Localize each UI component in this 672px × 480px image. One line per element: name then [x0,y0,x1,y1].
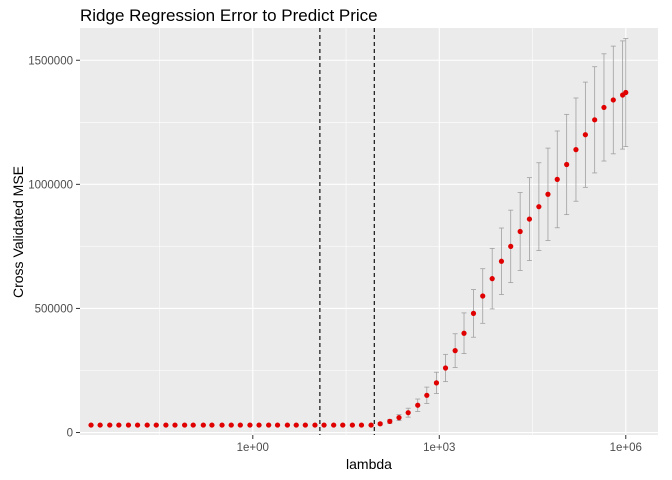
data-point [396,415,402,421]
data-point [321,422,327,428]
data-point [209,422,215,428]
y-tick-label: 1500000 [28,55,73,67]
x-tick-label: 1e+00 [237,442,269,454]
data-point [88,422,94,428]
data-point [134,422,141,428]
data-point [545,191,551,197]
data-point [331,422,337,428]
y-tick-label: 0 [67,428,73,440]
data-point [125,422,132,428]
data-point [489,276,495,282]
plot-panel [80,28,658,435]
x-axis-label: lambda [346,456,392,472]
data-point [517,228,523,235]
data-point [508,243,514,249]
data-point [592,117,598,123]
data-point [526,216,533,222]
x-tick-label: 1e+06 [610,442,642,454]
data-point [387,418,393,424]
data-point [116,422,122,428]
data-point [153,422,159,428]
data-point [284,422,290,428]
data-point [424,392,430,398]
data-point [172,422,178,428]
data-point [461,330,467,336]
y-tick-label: 1000000 [28,179,73,191]
y-axis-ticks: 0 500000 1000000 1500000 [28,55,80,440]
data-point [433,380,440,386]
data-point [237,422,243,428]
data-point [302,422,308,428]
data-point [97,422,103,428]
x-tick-label: 1e+03 [423,442,455,454]
data-point [219,422,225,428]
data-point [247,422,253,428]
data-point [377,421,383,427]
data-point [228,422,234,428]
y-axis-label: Cross Validated MSE [10,165,26,299]
data-point [405,410,411,416]
data-point [480,293,486,299]
data-point [582,132,588,138]
data-point [256,422,262,428]
data-point [442,365,449,371]
data-point [349,422,355,428]
data-points [88,89,629,428]
chart-title: Ridge Regression Error to Predict Price [80,6,378,25]
data-point [340,422,346,428]
x-axis-ticks: 1e+00 1e+03 1e+06 [237,435,642,454]
data-point [623,89,629,96]
data-point [312,422,318,428]
data-point [266,422,272,428]
data-point [144,422,150,428]
data-point [293,422,299,428]
data-point [573,147,579,153]
data-point [452,348,458,354]
data-point [107,422,113,428]
data-point [498,258,505,264]
data-point [601,104,607,111]
y-tick-label: 500000 [35,303,73,315]
reference-lines [319,28,375,435]
data-point [415,402,421,408]
data-point [564,161,570,168]
data-point [182,422,188,428]
data-point [274,422,281,428]
data-point [163,422,169,428]
data-point [610,97,616,103]
data-point [190,422,196,428]
data-point [200,422,206,428]
data-point [358,422,365,428]
data-point [368,422,374,428]
data-point [554,176,560,182]
data-point [470,310,477,316]
data-point [536,204,542,210]
